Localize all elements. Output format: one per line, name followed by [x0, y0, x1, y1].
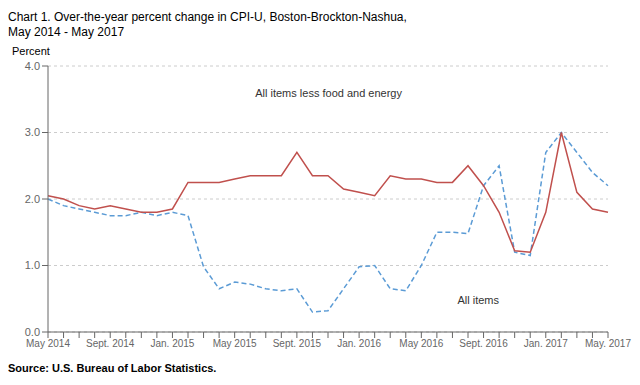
svg-text:Jan. 2016: Jan. 2016 — [337, 338, 381, 349]
html-text:Percent: Percent — [12, 45, 50, 57]
svg-text:May 2016: May 2016 — [399, 338, 443, 349]
svg-text:2.0: 2.0 — [25, 193, 40, 205]
html-text:Chart 1. Over-the-year percent: Chart 1. Over-the-year percent change in… — [8, 10, 407, 24]
svg-text:All items less food and energy: All items less food and energy — [255, 87, 402, 99]
html-text:May 2014 - May 2017: May 2014 - May 2017 — [8, 25, 125, 39]
svg-text:May. 2017: May. 2017 — [585, 338, 631, 349]
svg-text:1.0: 1.0 — [25, 259, 40, 271]
svg-text:0.0: 0.0 — [25, 326, 40, 338]
html-text:Source: U.S. Bureau of Labor S: Source: U.S. Bureau of Labor Statistics. — [8, 362, 217, 374]
svg-text:Jan. 2015: Jan. 2015 — [150, 338, 194, 349]
svg-text:May 2015: May 2015 — [213, 338, 257, 349]
svg-text:Sept. 2015: Sept. 2015 — [273, 338, 322, 349]
svg-text:4.0: 4.0 — [25, 60, 40, 72]
svg-text:May 2014: May 2014 — [26, 338, 70, 349]
svg-text:Sept. 2016: Sept. 2016 — [459, 338, 508, 349]
svg-text:3.0: 3.0 — [25, 126, 40, 138]
svg-text:All items: All items — [457, 294, 499, 306]
svg-text:Jan. 2017: Jan. 2017 — [524, 338, 568, 349]
svg-text:Sept. 2014: Sept. 2014 — [86, 338, 135, 349]
